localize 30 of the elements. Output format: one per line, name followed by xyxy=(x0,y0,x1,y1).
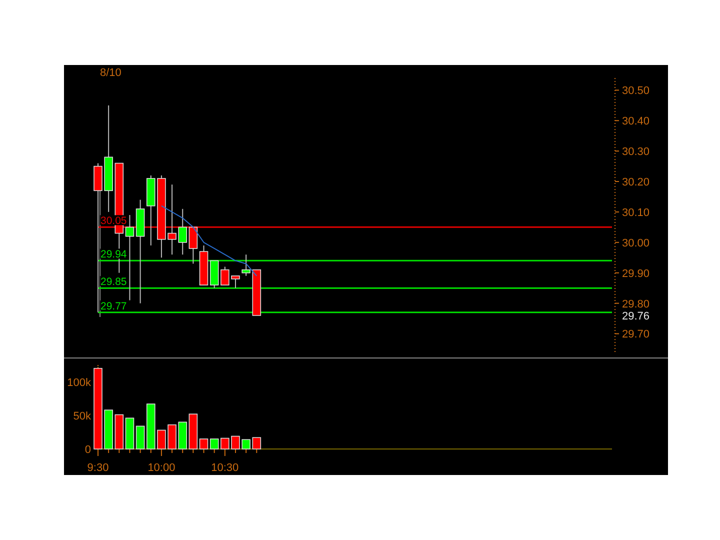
bar xyxy=(125,418,134,450)
y-tick-label: 30.00 xyxy=(622,237,650,250)
y-tick-label: 30.10 xyxy=(622,206,650,219)
x-tick-label: 9:30 xyxy=(87,462,109,474)
candlestick xyxy=(188,226,198,264)
y-tick-label: 100k xyxy=(67,376,92,389)
bar xyxy=(136,426,145,450)
ref-line-label: 30.05 xyxy=(100,215,127,228)
bar xyxy=(114,414,124,450)
x-tick-label: 10:30 xyxy=(211,462,239,474)
y-tick-label: 30.40 xyxy=(622,116,650,128)
candlestick xyxy=(125,214,134,301)
ref-line-label: 29.94 xyxy=(100,248,127,261)
y-tick-label: 0 xyxy=(84,444,91,456)
x-tick-label: 10:00 xyxy=(148,462,176,474)
bar xyxy=(210,438,219,450)
text: 29.76 xyxy=(622,310,650,322)
bar xyxy=(199,438,208,450)
y-tick-label: 30.50 xyxy=(622,85,650,98)
y-tick-label: 29.90 xyxy=(622,268,650,280)
bar xyxy=(188,414,198,450)
y-tick-label: 30.30 xyxy=(622,146,650,158)
ref-line-label: 29.85 xyxy=(100,276,127,288)
chart-title: 8/10 xyxy=(100,67,122,79)
ref-line-label: 29.77 xyxy=(100,300,127,312)
line-series xyxy=(160,205,258,276)
y-tick-label: 29.80 xyxy=(622,298,650,310)
y-tick-label: 30.20 xyxy=(622,176,650,189)
y-tick-label: 50k xyxy=(73,410,92,422)
y-tick-label: 29.70 xyxy=(622,328,650,341)
